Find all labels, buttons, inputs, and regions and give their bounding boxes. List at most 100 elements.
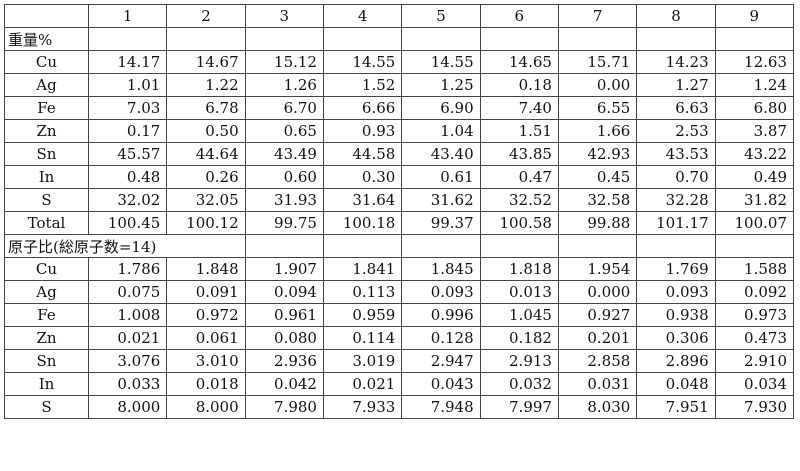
data-row: Cu 1.786 1.848 1.907 1.841 1.845 1.818 1.954 1.7…	[4, 257, 795, 281]
row-label: Cu	[4, 257, 89, 281]
value-cell: 2.936	[244, 349, 324, 373]
value-cell: 1.848	[166, 257, 246, 281]
empty-cell	[244, 234, 324, 258]
data-row: Cu 14.17 14.67 15.12 14.55 14.55 14.65 15.71 14.…	[4, 50, 795, 74]
empty-cell	[557, 234, 638, 258]
row-label: Total	[4, 211, 89, 235]
value-cell: 42.93	[557, 142, 638, 166]
value-cell: 43.85	[479, 142, 559, 166]
value-cell: 6.78	[166, 96, 246, 120]
value-cell: 0.959	[322, 303, 403, 327]
row-label: S	[4, 188, 89, 212]
value-cell: 6.63	[636, 96, 716, 120]
value-cell: 0.042	[244, 372, 324, 396]
value-cell: 2.53	[636, 119, 716, 143]
row-label: Ag	[4, 73, 89, 97]
value-cell: 6.70	[244, 96, 324, 120]
row-label: Fe	[4, 96, 89, 120]
column-header: 5	[401, 4, 481, 28]
empty-cell	[87, 27, 168, 51]
value-cell: 0.18	[479, 73, 559, 97]
row-label: Cu	[4, 50, 89, 74]
value-cell: 43.40	[401, 142, 481, 166]
value-cell: 0.021	[87, 326, 168, 350]
value-cell: 0.018	[166, 372, 246, 396]
row-label: In	[4, 165, 89, 189]
data-row: Fe 7.03 6.78 6.70 6.66 6.90 7.40 6.55 6.63 6.80	[4, 96, 795, 120]
row-label: Sn	[4, 349, 89, 373]
value-cell: 3.010	[166, 349, 246, 373]
value-cell: 0.093	[401, 280, 481, 304]
value-cell: 8.000	[87, 395, 168, 419]
value-cell: 0.927	[557, 303, 638, 327]
value-cell: 0.972	[166, 303, 246, 327]
value-cell: 100.58	[479, 211, 559, 235]
value-cell: 0.092	[714, 280, 795, 304]
empty-cell	[714, 234, 795, 258]
row-label: Zn	[4, 326, 89, 350]
empty-cell	[636, 27, 716, 51]
value-cell: 0.094	[244, 280, 324, 304]
data-row: Ag 1.01 1.22 1.26 1.52 1.25 0.18 0.00 1.27 1.24	[4, 73, 795, 97]
empty-cell	[322, 234, 403, 258]
value-cell: 1.769	[636, 257, 716, 281]
column-header: 8	[636, 4, 716, 28]
value-cell: 1.588	[714, 257, 795, 281]
value-cell: 6.66	[322, 96, 403, 120]
value-cell: 32.02	[87, 188, 168, 212]
value-cell: 0.013	[479, 280, 559, 304]
value-cell: 14.17	[87, 50, 168, 74]
value-cell: 99.75	[244, 211, 324, 235]
column-header: 1	[87, 4, 168, 28]
value-cell: 3.076	[87, 349, 168, 373]
value-cell: 1.25	[401, 73, 481, 97]
row-label: Ag	[4, 280, 89, 304]
empty-cell	[244, 27, 324, 51]
empty-cell	[479, 234, 559, 258]
value-cell: 6.80	[714, 96, 795, 120]
value-cell: 7.951	[636, 395, 716, 419]
column-header: 6	[479, 4, 559, 28]
value-cell: 31.64	[322, 188, 403, 212]
value-cell: 0.30	[322, 165, 403, 189]
value-cell: 2.896	[636, 349, 716, 373]
value-cell: 0.973	[714, 303, 795, 327]
value-cell: 1.01	[87, 73, 168, 97]
value-cell: 7.997	[479, 395, 559, 419]
value-cell: 0.48	[87, 165, 168, 189]
value-cell: 1.52	[322, 73, 403, 97]
value-cell: 0.061	[166, 326, 246, 350]
value-cell: 2.858	[557, 349, 638, 373]
value-cell: 43.49	[244, 142, 324, 166]
corner-cell	[4, 4, 89, 28]
row-label: In	[4, 372, 89, 396]
value-cell: 1.841	[322, 257, 403, 281]
value-cell: 0.031	[557, 372, 638, 396]
section-title: 原子比(総原子数=14)	[4, 234, 246, 258]
value-cell: 0.61	[401, 165, 481, 189]
value-cell: 43.22	[714, 142, 795, 166]
value-cell: 0.113	[322, 280, 403, 304]
data-row: Sn 3.076 3.010 2.936 3.019 2.947 2.913 2.858 2.8…	[4, 349, 795, 373]
value-cell: 1.26	[244, 73, 324, 97]
value-cell: 15.12	[244, 50, 324, 74]
value-cell: 0.26	[166, 165, 246, 189]
value-cell: 3.87	[714, 119, 795, 143]
value-cell: 100.12	[166, 211, 246, 235]
value-cell: 1.51	[479, 119, 559, 143]
column-header: 4	[322, 4, 403, 28]
value-cell: 0.47	[479, 165, 559, 189]
row-label: Fe	[4, 303, 89, 327]
empty-cell	[479, 27, 559, 51]
value-cell: 14.55	[401, 50, 481, 74]
empty-cell	[557, 27, 638, 51]
column-header: 7	[557, 4, 638, 28]
data-row: S 32.02 32.05 31.93 31.64 31.62 32.52 32.58 32.2…	[4, 188, 795, 212]
value-cell: 0.65	[244, 119, 324, 143]
value-cell: 45.57	[87, 142, 168, 166]
value-cell: 14.67	[166, 50, 246, 74]
value-cell: 0.49	[714, 165, 795, 189]
value-cell: 7.03	[87, 96, 168, 120]
